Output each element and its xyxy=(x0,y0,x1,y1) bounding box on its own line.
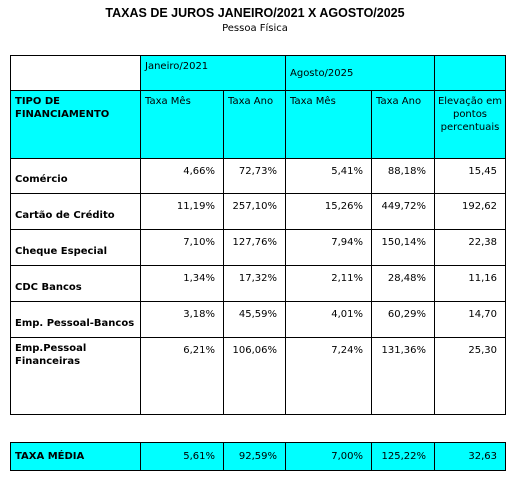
col-header-tipo: TIPO DE FINANCIAMENTO xyxy=(10,90,141,159)
average-ago-ano: 125,22% xyxy=(371,442,435,471)
table-row: Cartão de Crédito 11,19% 257,10% 15,26% … xyxy=(10,193,506,230)
cell-jan-mes: 4,66% xyxy=(140,158,224,194)
row-label: CDC Bancos xyxy=(10,265,141,302)
table-title: TAXAS DE JUROS JANEIRO/2021 X AGOSTO/202… xyxy=(105,6,405,20)
row-label: Cheque Especial xyxy=(10,229,141,266)
cell-jan-mes: 3,18% xyxy=(140,301,224,338)
cell-elevacao: 22,38 xyxy=(434,229,506,266)
period-august-2025: Agosto/2025 xyxy=(285,55,435,91)
cell-ago-mes: 7,24% xyxy=(285,337,372,415)
cell-ago-mes: 5,41% xyxy=(285,158,372,194)
cell-ago-ano: 28,48% xyxy=(371,265,435,302)
period-january-2021: Janeiro/2021 xyxy=(140,55,286,91)
row-label: Emp.Pessoal Financeiras xyxy=(10,337,141,415)
cell-ago-ano: 88,18% xyxy=(371,158,435,194)
cell-jan-mes: 1,34% xyxy=(140,265,224,302)
cell-ago-ano: 60,29% xyxy=(371,301,435,338)
cell-jan-mes: 6,21% xyxy=(140,337,224,415)
cell-jan-ano: 72,73% xyxy=(223,158,286,194)
average-jan-ano: 92,59% xyxy=(223,442,286,471)
cell-elevacao: 25,30 xyxy=(434,337,506,415)
average-table: TAXA MÉDIA 5,61% 92,59% 7,00% 125,22% 32… xyxy=(10,442,506,471)
cell-ago-mes: 2,11% xyxy=(285,265,372,302)
blank-header-cell xyxy=(434,55,506,91)
cell-jan-ano: 257,10% xyxy=(223,193,286,230)
average-label: TAXA MÉDIA xyxy=(10,442,141,471)
table-row: CDC Bancos 1,34% 17,32% 2,11% 28,48% 11,… xyxy=(10,265,506,302)
cell-elevacao: 11,16 xyxy=(434,265,506,302)
average-jan-mes: 5,61% xyxy=(140,442,224,471)
cell-jan-ano: 127,76% xyxy=(223,229,286,266)
table-row: Emp. Pessoal-Bancos 3,18% 45,59% 4,01% 6… xyxy=(10,301,506,338)
col-header-elevacao: Elevação em pontos percentuais xyxy=(434,90,506,159)
row-label: Comércio xyxy=(10,158,141,194)
cell-ago-mes: 15,26% xyxy=(285,193,372,230)
cell-elevacao: 192,62 xyxy=(434,193,506,230)
cell-ago-ano: 131,36% xyxy=(371,337,435,415)
table-row: Cheque Especial 7,10% 127,76% 7,94% 150,… xyxy=(10,229,506,266)
average-row: TAXA MÉDIA 5,61% 92,59% 7,00% 125,22% 32… xyxy=(10,442,506,471)
blank-corner xyxy=(10,55,141,91)
cell-elevacao: 15,45 xyxy=(434,158,506,194)
col-header-jan-mes: Taxa Mês xyxy=(140,90,224,159)
row-label: Emp. Pessoal-Bancos xyxy=(10,301,141,338)
cell-elevacao: 14,70 xyxy=(434,301,506,338)
row-label: Cartão de Crédito xyxy=(10,193,141,230)
table-subtitle: Pessoa Física xyxy=(222,23,288,34)
cell-jan-mes: 11,19% xyxy=(140,193,224,230)
col-header-jan-ano: Taxa Ano xyxy=(223,90,286,159)
cell-ago-ano: 150,14% xyxy=(371,229,435,266)
average-ago-mes: 7,00% xyxy=(285,442,372,471)
cell-ago-mes: 4,01% xyxy=(285,301,372,338)
col-header-ago-ano: Taxa Ano xyxy=(371,90,435,159)
table-row: Comércio 4,66% 72,73% 5,41% 88,18% 15,45 xyxy=(10,158,506,194)
cell-jan-ano: 45,59% xyxy=(223,301,286,338)
cell-jan-ano: 106,06% xyxy=(223,337,286,415)
average-elevacao: 32,63 xyxy=(434,442,506,471)
cell-ago-ano: 449,72% xyxy=(371,193,435,230)
cell-ago-mes: 7,94% xyxy=(285,229,372,266)
table-row: Emp.Pessoal Financeiras 6,21% 106,06% 7,… xyxy=(10,337,506,415)
rates-table: Janeiro/2021 Agosto/2025 TIPO DE FINANCI… xyxy=(10,55,506,415)
cell-jan-ano: 17,32% xyxy=(223,265,286,302)
col-header-ago-mes: Taxa Mês xyxy=(285,90,372,159)
cell-jan-mes: 7,10% xyxy=(140,229,224,266)
